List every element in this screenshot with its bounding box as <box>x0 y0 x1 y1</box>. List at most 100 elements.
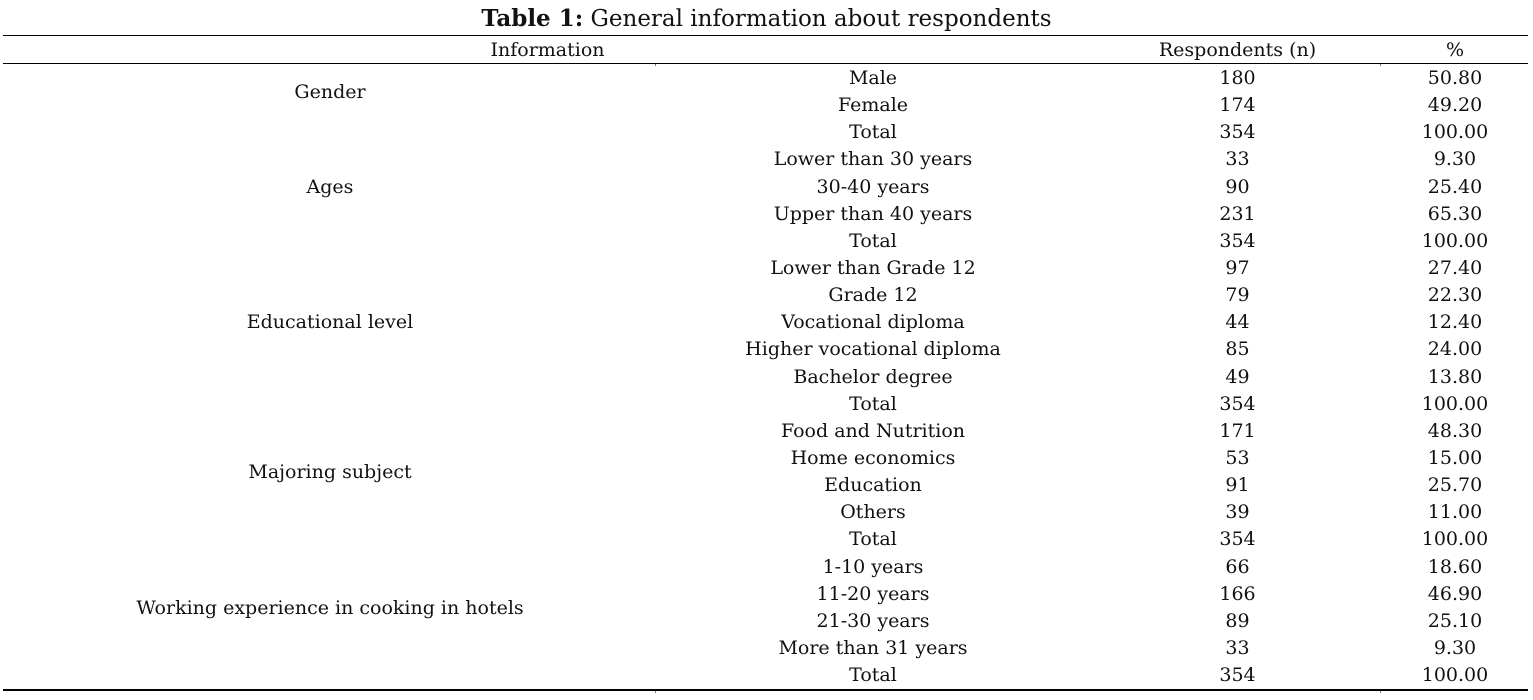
header-rule <box>3 63 1528 64</box>
percent-cell: 15.00 <box>1427 446 1483 469</box>
table-row: Vocational diploma 44 12.40 <box>0 309 1533 336</box>
header-information: Information <box>490 39 605 61</box>
table-row: More than 31 years 33 9.30 <box>0 635 1533 662</box>
subcategory-cell: Higher vocational diploma <box>745 338 1001 361</box>
percent-cell: 22.30 <box>1427 284 1483 307</box>
bottom-rule <box>3 689 1528 691</box>
column-tick <box>655 64 656 66</box>
table-row: Food and Nutrition 171 48.30 <box>0 418 1533 445</box>
subcategory-cell: 11-20 years <box>816 582 930 605</box>
percent-cell: 25.10 <box>1427 609 1483 632</box>
table-row: Total 354 100.00 <box>0 526 1533 553</box>
subcategory-cell: 1-10 years <box>822 555 924 578</box>
table-row: Home economics 53 15.00 <box>0 445 1533 472</box>
group-label: Gender <box>294 80 366 103</box>
percent-cell: 50.80 <box>1427 67 1483 89</box>
subcategory-cell: Total <box>849 528 897 551</box>
respondents-cell: 231 <box>1219 202 1256 225</box>
table-row: Higher vocational diploma 85 24.00 <box>0 336 1533 363</box>
subcategory-cell: Total <box>849 229 897 252</box>
respondents-cell: 53 <box>1225 446 1250 469</box>
column-tick <box>1380 691 1381 693</box>
subcategory-cell: Home economics <box>790 446 956 469</box>
subcategory-cell: Education <box>824 474 922 497</box>
respondents-cell: 354 <box>1219 229 1256 252</box>
percent-cell: 65.30 <box>1427 202 1483 225</box>
respondents-cell: 85 <box>1225 338 1250 361</box>
table-row: Total 354 100.00 <box>0 119 1533 146</box>
percent-cell: 100.00 <box>1421 664 1489 687</box>
top-rule <box>3 35 1528 36</box>
percent-cell: 9.30 <box>1433 148 1477 171</box>
respondents-cell: 171 <box>1219 419 1256 442</box>
respondents-cell: 97 <box>1225 256 1250 279</box>
respondents-cell: 354 <box>1219 664 1256 687</box>
percent-cell: 48.30 <box>1427 419 1483 442</box>
table-row: 21-30 years 89 25.10 <box>0 608 1533 635</box>
table-row: Lower than Grade 12 97 27.40 <box>0 255 1533 282</box>
subcategory-cell: Food and Nutrition <box>780 419 966 442</box>
group-label: Educational level <box>246 311 414 334</box>
subcategory-cell: Others <box>840 501 906 524</box>
table-row: Total 354 100.00 <box>0 662 1533 689</box>
group-label: Working experience in cooking in hotels <box>136 596 524 619</box>
table-row: Grade 12 79 22.30 <box>0 282 1533 309</box>
respondents-cell: 44 <box>1225 311 1250 334</box>
respondents-cell: 180 <box>1219 67 1256 89</box>
respondents-cell: 49 <box>1225 365 1250 388</box>
table-body: Male 180 50.80 Female 174 49.20 Total 354 100.00… <box>0 65 1533 689</box>
respondents-cell: 91 <box>1225 474 1250 497</box>
percent-cell: 9.30 <box>1433 636 1477 659</box>
subcategory-cell: Female <box>837 94 909 117</box>
subcategory-cell: 21-30 years <box>816 609 930 632</box>
column-tick <box>1380 64 1381 66</box>
table-row: 11-20 years 166 46.90 <box>0 581 1533 608</box>
respondents-cell: 354 <box>1219 392 1256 415</box>
table-row: Total 354 100.00 <box>0 391 1533 418</box>
subcategory-cell: Vocational diploma <box>781 311 965 334</box>
respondents-cell: 33 <box>1225 636 1250 659</box>
respondents-cell: 354 <box>1219 121 1256 144</box>
subcategory-cell: Lower than Grade 12 <box>770 256 976 279</box>
percent-cell: 12.40 <box>1427 311 1483 334</box>
table-row: Total 354 100.00 <box>0 228 1533 255</box>
percent-cell: 25.70 <box>1427 474 1483 497</box>
table-row: 30-40 years 90 25.40 <box>0 174 1533 201</box>
percent-cell: 11.00 <box>1427 501 1483 524</box>
subcategory-cell: Grade 12 <box>828 284 918 307</box>
column-tick <box>655 691 656 693</box>
subcategory-cell: Total <box>849 392 897 415</box>
subcategory-cell: Upper than 40 years <box>773 202 973 225</box>
subcategory-cell: Lower than 30 years <box>773 148 973 171</box>
percent-cell: 27.40 <box>1427 256 1483 279</box>
respondents-cell: 90 <box>1225 175 1250 198</box>
table-row: Others 39 11.00 <box>0 499 1533 526</box>
percent-cell: 49.20 <box>1427 94 1483 117</box>
table-caption-text: General information about respondents <box>590 6 1052 32</box>
percent-cell: 100.00 <box>1421 229 1489 252</box>
table-row: Bachelor degree 49 13.80 <box>0 364 1533 391</box>
percent-cell: 25.40 <box>1427 175 1483 198</box>
percent-cell: 24.00 <box>1427 338 1483 361</box>
group-label: Ages <box>306 175 354 198</box>
respondents-cell: 174 <box>1219 94 1256 117</box>
percent-cell: 100.00 <box>1421 121 1489 144</box>
header-respondents: Respondents (n) <box>1158 39 1317 61</box>
percent-cell: 13.80 <box>1427 365 1483 388</box>
subcategory-cell: Total <box>849 121 897 144</box>
table-row: 1-10 years 66 18.60 <box>0 554 1533 581</box>
respondents-cell: 33 <box>1225 148 1250 171</box>
group-label: Majoring subject <box>248 460 412 483</box>
table-row: Female 174 49.20 <box>0 92 1533 119</box>
table-caption-label: Table 1: <box>481 5 584 32</box>
subcategory-cell: Male <box>848 67 898 89</box>
percent-cell: 18.60 <box>1427 555 1483 578</box>
table-caption: Table 1: General information about respo… <box>0 4 1533 34</box>
table-row: Education 91 25.70 <box>0 472 1533 499</box>
table-row: Upper than 40 years 231 65.30 <box>0 201 1533 228</box>
respondents-cell: 354 <box>1219 528 1256 551</box>
respondents-cell: 89 <box>1225 609 1250 632</box>
respondents-cell: 166 <box>1219 582 1256 605</box>
subcategory-cell: Bachelor degree <box>793 365 953 388</box>
respondents-cell: 66 <box>1225 555 1250 578</box>
